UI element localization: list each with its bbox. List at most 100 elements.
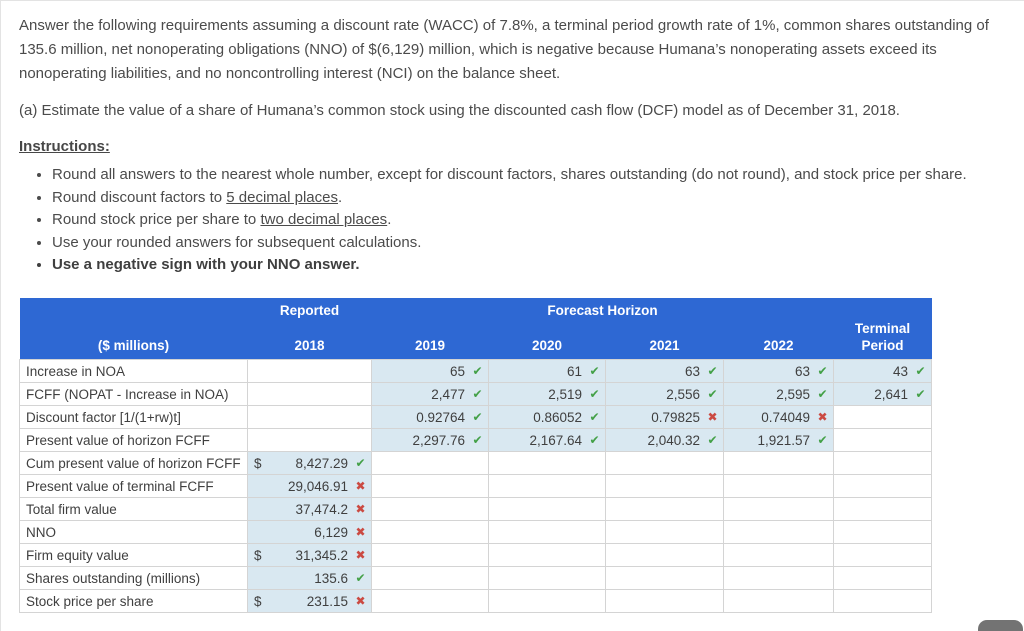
answer-cell[interactable]: 2,641 ✔ [833, 382, 933, 406]
table-row: Shares outstanding (millions) 135.6 ✔ [19, 566, 933, 590]
empty-cell [833, 497, 933, 521]
answer-cell[interactable]: 63 ✔ [722, 359, 835, 383]
cell-value: 6,129 [314, 524, 348, 540]
answer-cell[interactable]: 2,297.76 ✔ [371, 428, 489, 452]
instruction-item: Round discount factors to 5 decimal plac… [52, 187, 1004, 210]
check-icon: ✔ [355, 571, 366, 585]
empty-cell [488, 474, 606, 498]
col-header-terminal-line1: Terminal [833, 318, 932, 338]
dcf-table-body: Increase in NOA 65 ✔ 61 ✔ 63 ✔ 63 ✔ 43 ✔ FCFF (NOPA… [19, 359, 933, 613]
answer-cell[interactable]: 61 ✔ [488, 359, 606, 383]
check-icon: ✔ [355, 456, 366, 470]
answer-cell[interactable]: $31,345.2 ✖ [247, 543, 372, 567]
empty-cell [247, 382, 372, 406]
header-spacer [19, 318, 834, 338]
answer-cell[interactable]: $8,427.29 ✔ [247, 451, 372, 475]
check-icon: ✔ [817, 387, 828, 401]
answer-cell[interactable]: 6,129 ✖ [247, 520, 372, 544]
x-icon: ✖ [355, 479, 366, 493]
answer-cell[interactable]: 2,519 ✔ [488, 382, 606, 406]
row-label: Present value of terminal FCFF [19, 474, 248, 498]
instruction-item-nno-warning: Use a negative sign with your NNO answer… [52, 254, 1004, 277]
empty-cell [833, 428, 933, 452]
instruction-text: Use a negative sign with your NNO answer… [52, 256, 360, 273]
empty-cell [488, 543, 606, 567]
table-row: NNO 6,129 ✖ [19, 520, 933, 544]
answer-cell[interactable]: 2,040.32 ✔ [605, 428, 724, 452]
cell-value: 0.74049 [761, 409, 811, 425]
empty-cell [605, 543, 724, 567]
empty-cell [371, 543, 489, 567]
table-row: Cum present value of horizon FCFF $8,427.… [19, 451, 933, 475]
dcf-valuation-table: Reported Forecast Horizon Terminal ($ mi… [19, 297, 933, 613]
answer-cell[interactable]: 135.6 ✔ [247, 566, 372, 590]
x-icon: ✖ [817, 410, 828, 424]
answer-cell[interactable]: 2,595 ✔ [722, 382, 835, 406]
empty-cell [605, 451, 724, 475]
empty-cell [371, 497, 489, 521]
empty-cell [605, 566, 724, 590]
empty-cell [833, 543, 933, 567]
answer-cell[interactable]: 0.74049 ✖ [722, 405, 835, 429]
table-header: Reported Forecast Horizon Terminal ($ mi… [19, 297, 932, 360]
empty-cell [247, 359, 372, 383]
col-header-units: ($ millions) [19, 337, 248, 360]
check-icon: ✔ [817, 433, 828, 447]
empty-cell [247, 428, 372, 452]
check-icon: ✔ [589, 433, 600, 447]
x-icon: ✖ [355, 548, 366, 562]
header-spacer [19, 297, 248, 319]
cell-value: 0.79825 [651, 409, 700, 425]
answer-cell[interactable]: 65 ✔ [371, 359, 489, 383]
answer-cell[interactable]: $231.15 ✖ [247, 589, 372, 613]
instruction-text: . [338, 188, 343, 206]
check-icon: ✔ [472, 433, 483, 447]
answer-cell[interactable]: 0.79825 ✖ [605, 405, 724, 429]
empty-cell [488, 566, 606, 590]
assignment-content: Answer the following requirements assumi… [1, 1, 1024, 613]
cell-value: 43 [893, 363, 909, 379]
col-header-2020: 2020 [488, 337, 606, 360]
check-icon: ✔ [589, 387, 600, 401]
answer-cell[interactable]: 63 ✔ [605, 359, 724, 383]
x-icon: ✖ [355, 525, 366, 539]
check-icon: ✔ [915, 364, 926, 378]
empty-cell [605, 497, 724, 521]
col-header-2021: 2021 [605, 337, 724, 360]
empty-cell [371, 589, 489, 613]
empty-cell [488, 520, 606, 544]
empty-cell [371, 566, 489, 590]
row-label: FCFF (NOPAT - Increase in NOA) [19, 382, 248, 406]
empty-cell [722, 520, 835, 544]
row-label: Total firm value [19, 497, 248, 521]
answer-cell[interactable]: 2,556 ✔ [605, 382, 724, 406]
row-label: Present value of horizon FCFF [19, 428, 248, 452]
empty-cell [488, 589, 606, 613]
instruction-text: Use your rounded answers for subsequent … [52, 233, 422, 251]
empty-cell [833, 589, 933, 613]
check-icon: ✔ [707, 433, 718, 447]
cell-value: 231.15 [306, 593, 348, 609]
chat-widget-button[interactable] [978, 620, 1023, 631]
answer-cell[interactable]: 2,167.64 ✔ [488, 428, 606, 452]
table-row: Total firm value 37,474.2 ✖ [19, 497, 933, 521]
answer-cell[interactable]: 37,474.2 ✖ [247, 497, 372, 521]
empty-cell [371, 474, 489, 498]
empty-cell [488, 451, 606, 475]
answer-cell[interactable]: 2,477 ✔ [371, 382, 489, 406]
empty-cell [833, 520, 933, 544]
instruction-underlined-text: 5 decimal places [226, 188, 338, 206]
empty-cell [833, 474, 933, 498]
answer-cell[interactable]: 29,046.91 ✖ [247, 474, 372, 498]
answer-cell[interactable]: 1,921.57 ✔ [722, 428, 835, 452]
empty-cell [833, 451, 933, 475]
empty-cell [605, 589, 724, 613]
answer-cell[interactable]: 43 ✔ [833, 359, 933, 383]
cell-value: 2,040.32 [647, 432, 700, 448]
answer-cell[interactable]: 0.92764 ✔ [371, 405, 489, 429]
answer-cell[interactable]: 0.86052 ✔ [488, 405, 606, 429]
instruction-text: . [387, 211, 392, 228]
group-header-reported: Reported [247, 297, 372, 319]
check-icon: ✔ [707, 364, 718, 378]
x-icon: ✖ [355, 502, 366, 516]
